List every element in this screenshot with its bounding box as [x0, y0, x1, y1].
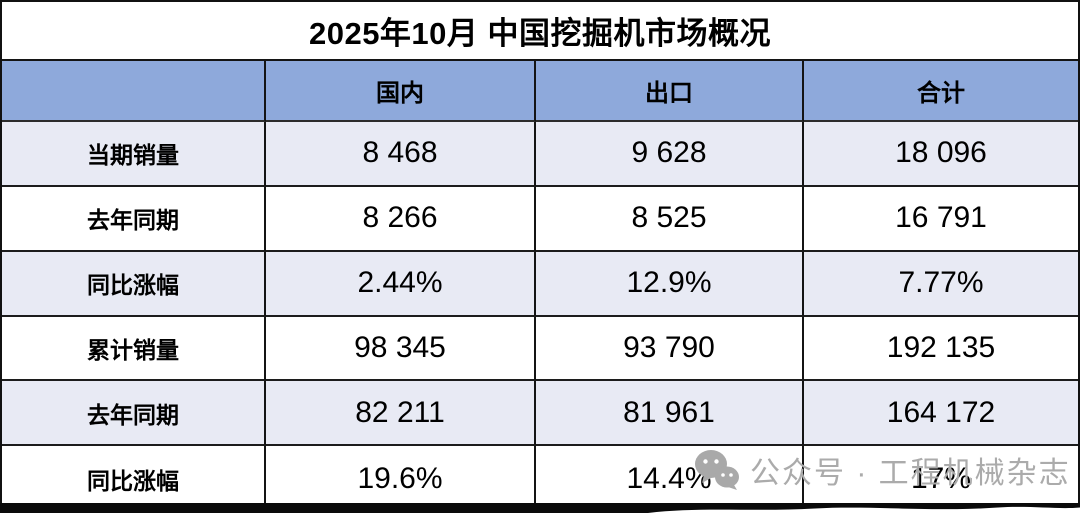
row-label-current-sales: 当期销量 — [2, 122, 266, 187]
row-label-yoy-change: 同比涨幅 — [2, 446, 266, 511]
cell-value: 18 096 — [804, 122, 1078, 187]
cell-value: 8 468 — [266, 122, 536, 187]
column-header-export: 出口 — [536, 61, 804, 122]
row-label-last-year-same-period: 去年同期 — [2, 186, 266, 252]
cell-value: 82 211 — [266, 381, 536, 447]
cell-value: 2.44% — [266, 251, 536, 317]
cell-value: 17% — [804, 446, 1078, 511]
cell-value: 12.9% — [536, 251, 804, 317]
cell-value: 8 266 — [266, 186, 536, 252]
column-header-blank — [2, 61, 266, 122]
row-label-yoy-change: 同比涨幅 — [2, 251, 266, 317]
column-header-domestic: 国内 — [266, 61, 536, 122]
cell-value: 14.4% — [536, 446, 804, 511]
cell-value: 98 345 — [266, 316, 536, 382]
cell-value: 164 172 — [804, 381, 1078, 447]
cell-value: 8 525 — [536, 186, 804, 252]
cell-value: 81 961 — [536, 381, 804, 447]
row-label-cumulative-sales: 累计销量 — [2, 316, 266, 382]
cell-value: 9 628 — [536, 122, 804, 187]
column-header-total: 合计 — [804, 61, 1078, 122]
cell-value: 192 135 — [804, 316, 1078, 382]
cell-value: 16 791 — [804, 186, 1078, 252]
cell-value: 7.77% — [804, 251, 1078, 317]
cell-value: 93 790 — [536, 316, 804, 382]
cell-value: 19.6% — [266, 446, 536, 511]
row-label-last-year-same-period: 去年同期 — [2, 381, 266, 447]
table-title: 2025年10月 中国挖掘机市场概况 — [2, 2, 1078, 61]
bottom-stroke — [0, 503, 1080, 513]
